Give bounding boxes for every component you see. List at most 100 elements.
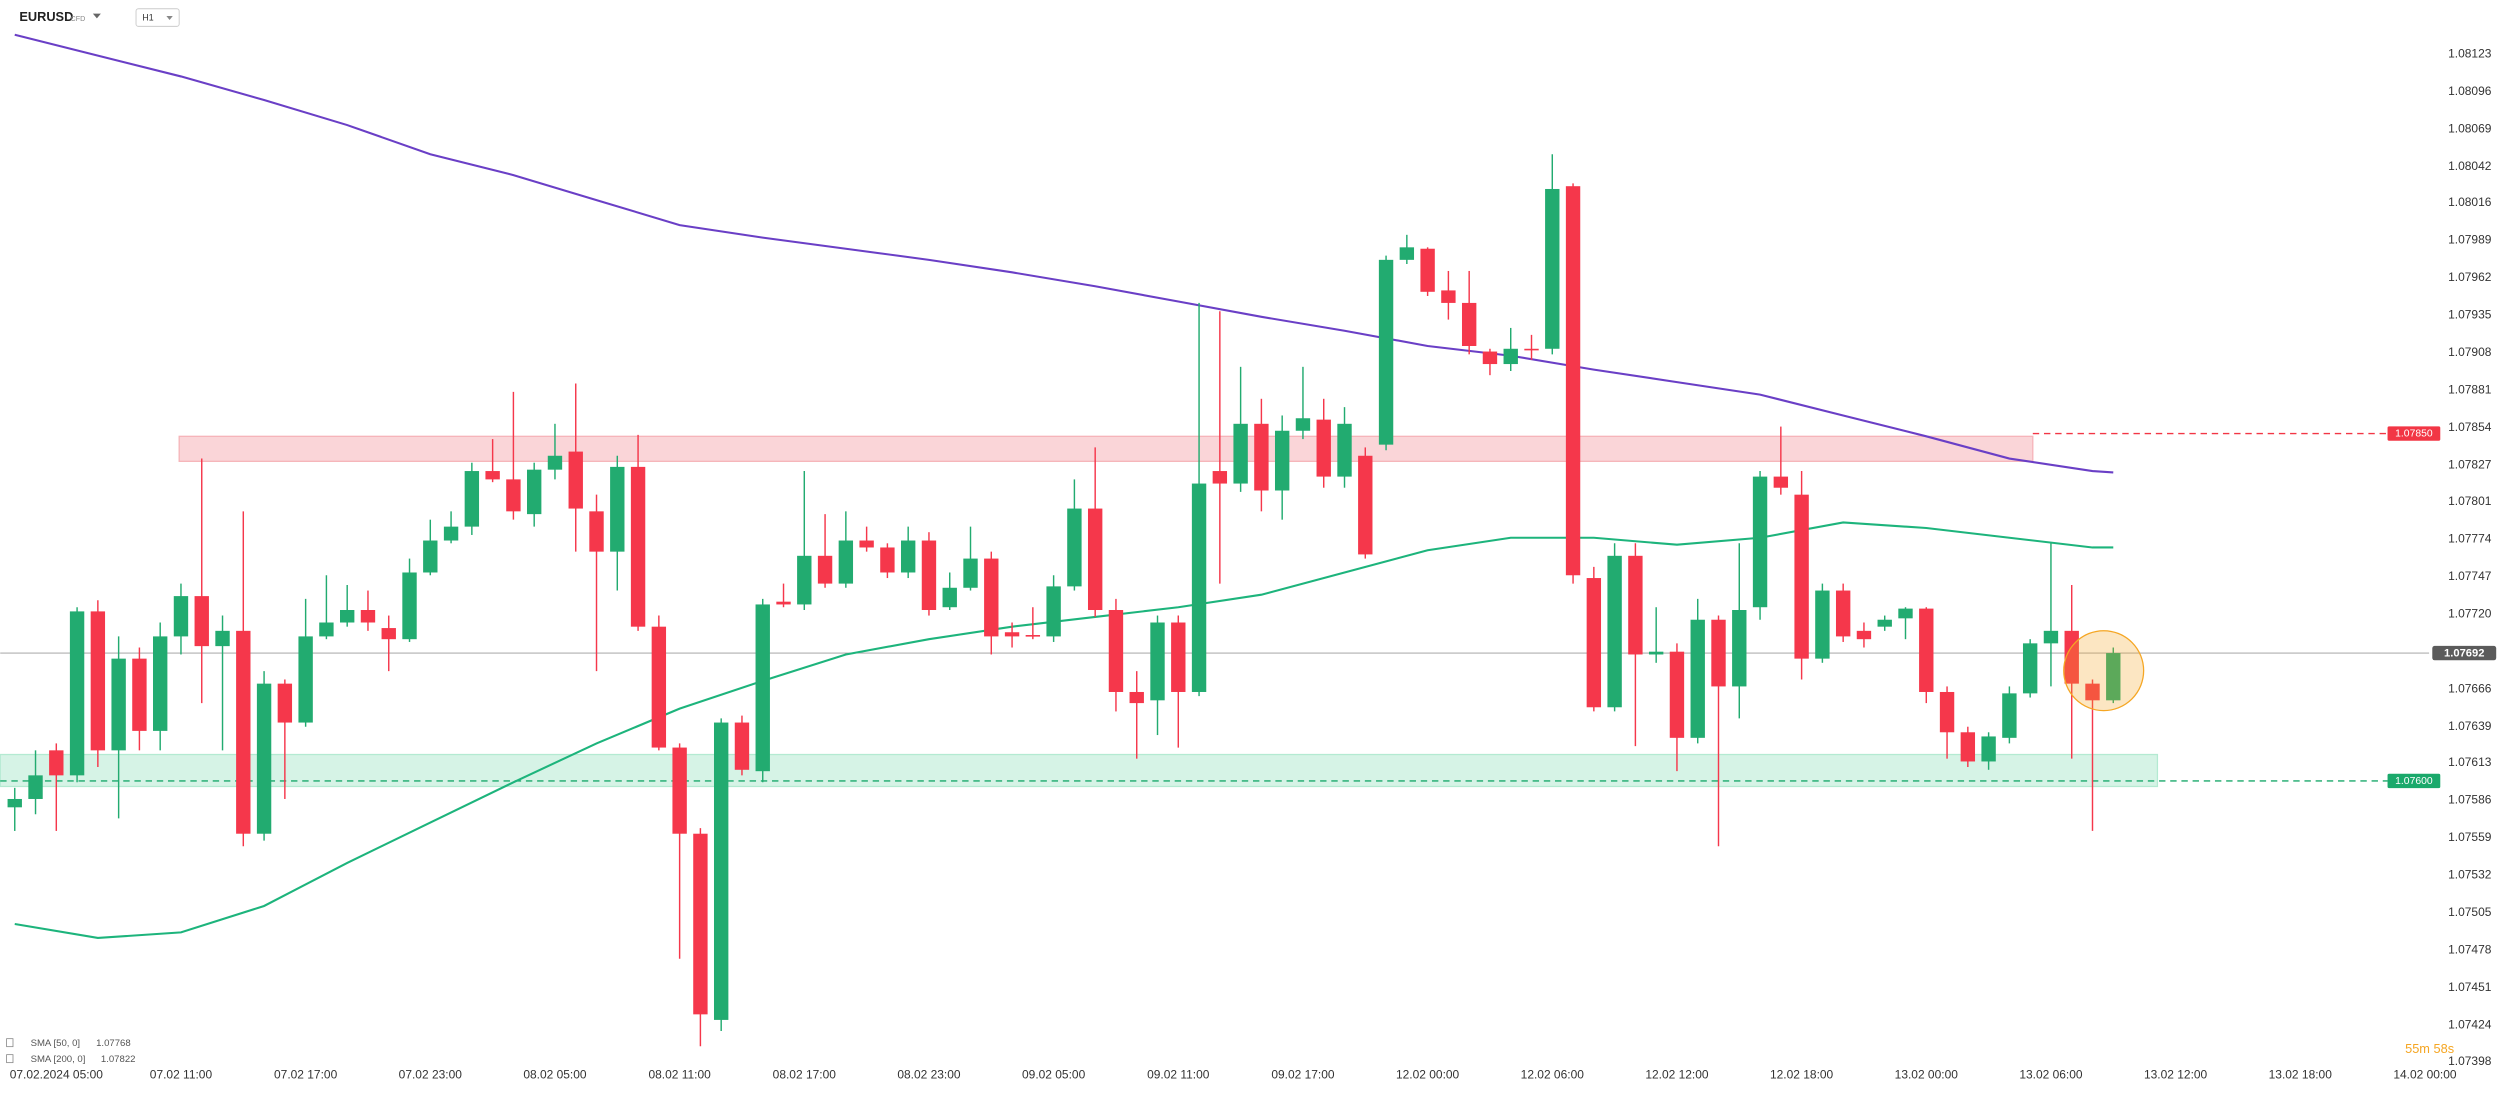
y-tick-label: 1.07424 — [2448, 1018, 2492, 1032]
y-tick-label: 1.07747 — [2448, 569, 2492, 583]
candle-body — [921, 540, 937, 611]
candle-body — [1648, 651, 1664, 655]
timeframe-dropdown[interactable] — [166, 15, 173, 20]
y-tick-label: 1.07801 — [2448, 494, 2492, 508]
candle-body — [1087, 508, 1103, 611]
candle-body — [1316, 419, 1331, 477]
x-tick-label: 13.02 18:00 — [2269, 1068, 2333, 1082]
level-label: 1.07600 — [2395, 776, 2433, 787]
candles-layer — [7, 154, 2121, 1047]
candle-body — [1503, 348, 1518, 365]
x-tick-label: 07.02 17:00 — [274, 1068, 338, 1082]
x-tick-label: 14.02 00:00 — [2393, 1068, 2457, 1082]
y-tick-label: 1.07478 — [2448, 943, 2492, 957]
x-tick-label: 07.02.2024 05:00 — [10, 1068, 104, 1082]
candle-body — [1461, 302, 1477, 346]
candle-body — [776, 601, 791, 605]
candle-body — [1856, 630, 1872, 640]
candle-body — [797, 555, 812, 605]
y-tick-label: 1.07398 — [2448, 1054, 2492, 1068]
y-tick-label: 1.07666 — [2448, 681, 2492, 695]
y-tick-label: 1.07613 — [2448, 755, 2492, 769]
candle-body — [1420, 248, 1435, 292]
x-tick-label: 08.02 17:00 — [773, 1068, 837, 1082]
candle-body — [28, 775, 43, 799]
candle-body — [1752, 476, 1768, 608]
legend-label: SMA [200, 0] — [31, 1054, 86, 1065]
sma-line — [14, 521, 2114, 939]
candle-body — [381, 628, 396, 640]
candle-body — [1524, 348, 1539, 351]
candle-body — [1212, 471, 1228, 484]
candle-body — [859, 540, 874, 548]
y-tick-label: 1.07586 — [2448, 793, 2492, 807]
candle-body — [1628, 555, 1643, 655]
x-tick-label: 12.02 00:00 — [1396, 1068, 1460, 1082]
legend-value: 1.07822 — [101, 1054, 136, 1065]
candle-body — [610, 466, 625, 552]
candle-body — [942, 587, 957, 608]
candle-body — [1274, 430, 1290, 491]
candle-body — [1960, 732, 1976, 762]
candle-body — [526, 469, 542, 515]
y-tick-label: 1.07639 — [2448, 719, 2492, 733]
symbol[interactable]: EURUSD — [19, 9, 73, 24]
timeframe[interactable]: H1 — [142, 13, 153, 23]
candle-body — [589, 511, 604, 552]
candle-body — [1191, 483, 1207, 692]
candle-body — [817, 555, 833, 584]
candle-body — [298, 636, 313, 723]
candle-body — [1046, 586, 1061, 637]
candle-body — [423, 540, 438, 573]
candle-body — [1337, 423, 1352, 477]
x-tick-label: 07.02 11:00 — [150, 1068, 213, 1082]
legend-icon[interactable] — [6, 1054, 14, 1064]
candle-body — [1690, 619, 1705, 738]
symbol-dropdown[interactable] — [92, 13, 101, 19]
candle-body — [1233, 423, 1248, 484]
x-tick-label: 12.02 12:00 — [1645, 1068, 1709, 1082]
candle-body — [2043, 630, 2059, 644]
x-tick-label: 09.02 05:00 — [1022, 1068, 1086, 1082]
overlay-layer: 1.08123 1.08096 1.08069 1.08042 1.08016 1.079… — [10, 46, 2497, 1082]
candle-body — [194, 596, 209, 647]
legend-icon[interactable] — [6, 1038, 14, 1048]
candle-body — [630, 466, 646, 627]
candle-body — [1358, 455, 1373, 555]
candle-body — [215, 630, 230, 647]
candle-body — [464, 471, 480, 527]
candle-body — [132, 658, 147, 731]
lines-layer — [0, 33, 2388, 939]
candle-body — [1378, 259, 1394, 445]
instrument-type: CFD — [71, 14, 86, 23]
y-tick-label: 1.07451 — [2448, 980, 2492, 994]
candle-body — [1669, 651, 1685, 738]
candle-body — [1025, 635, 1041, 637]
candle-body — [1067, 508, 1082, 587]
candle-body — [69, 611, 85, 776]
candle-body — [1815, 590, 1830, 659]
y-tick-label: 1.07559 — [2448, 830, 2492, 844]
candle-body — [1254, 423, 1269, 491]
timeframe-box[interactable] — [135, 8, 180, 27]
current-price-label: 1.07692 — [2444, 648, 2484, 660]
candle-body — [672, 747, 687, 834]
x-tick-label: 08.02 05:00 — [523, 1068, 587, 1082]
candle-body — [2022, 643, 2038, 694]
x-tick-label: 13.02 12:00 — [2144, 1068, 2208, 1082]
x-tick-label: 07.02 23:00 — [399, 1068, 463, 1082]
y-tick-label: 1.07908 — [2448, 345, 2492, 359]
candle-body — [1129, 691, 1144, 704]
candle-body — [277, 683, 293, 723]
sma-line — [14, 33, 2114, 474]
y-tick-label: 1.07505 — [2448, 905, 2492, 919]
price-zone — [178, 435, 2034, 462]
y-tick-label: 1.07881 — [2448, 383, 2492, 397]
candle-body — [1898, 608, 1913, 619]
candle-body — [1939, 691, 1955, 733]
current-price-box — [2432, 645, 2497, 661]
candle-body — [360, 610, 376, 623]
